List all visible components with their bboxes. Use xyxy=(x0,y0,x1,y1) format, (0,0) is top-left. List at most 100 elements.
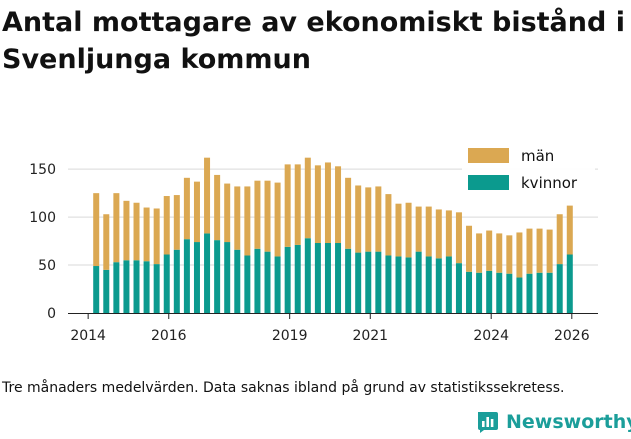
bar-kvinnor xyxy=(425,256,432,313)
bar-kvinnor xyxy=(445,256,452,313)
bar-man xyxy=(133,202,140,261)
bar-man xyxy=(193,181,200,243)
bar-man xyxy=(304,157,311,239)
bar-kvinnor xyxy=(103,269,110,313)
y-tick-label: 0 xyxy=(47,306,56,322)
bar-kvinnor xyxy=(183,239,190,313)
bar-kvinnor xyxy=(113,262,120,313)
bar-man xyxy=(365,187,372,252)
bar-man xyxy=(113,193,120,263)
bar-kvinnor xyxy=(244,255,251,313)
bar-man xyxy=(486,230,493,271)
legend-swatch xyxy=(468,148,509,163)
bar-kvinnor xyxy=(314,243,321,313)
bar-man xyxy=(526,228,533,274)
bar-man xyxy=(143,207,150,262)
bar-kvinnor xyxy=(476,272,483,313)
bar-man xyxy=(445,210,452,257)
y-tick-label: 50 xyxy=(38,258,56,274)
bar-kvinnor xyxy=(345,248,352,313)
bar-man xyxy=(324,162,331,243)
bar-man xyxy=(274,182,281,257)
bar-kvinnor xyxy=(214,240,221,313)
bar-man xyxy=(214,174,221,241)
bar-kvinnor xyxy=(546,272,553,313)
bar-man xyxy=(123,200,130,261)
legend-swatch xyxy=(468,175,509,190)
bar-man xyxy=(435,209,442,259)
bar-kvinnor xyxy=(264,251,271,313)
bar-kvinnor xyxy=(566,254,573,313)
bar-kvinnor xyxy=(496,272,503,313)
bar-kvinnor xyxy=(385,255,392,313)
bar-kvinnor xyxy=(93,266,100,313)
bar-man xyxy=(204,157,211,234)
bar-man xyxy=(415,206,422,252)
footnote: Tre månaders medelvärden. Data saknas ib… xyxy=(2,380,565,396)
bar-man xyxy=(294,164,301,245)
bar-man xyxy=(566,205,573,255)
bar-kvinnor xyxy=(304,238,311,313)
bar-man xyxy=(183,177,190,240)
bar-kvinnor xyxy=(193,242,200,313)
bar-kvinnor xyxy=(375,251,382,313)
brand-logo[interactable]: Newsworthy xyxy=(476,406,631,438)
x-tick-label: 2024 xyxy=(473,328,509,344)
bar-chart-icon xyxy=(478,412,498,433)
bar-man xyxy=(455,212,462,264)
legend-label: kvinnor xyxy=(521,174,578,192)
y-tick-label: 100 xyxy=(29,210,56,226)
bar-kvinnor xyxy=(143,261,150,313)
bar-man xyxy=(163,196,170,255)
bar-man xyxy=(556,214,563,265)
x-tick-label: 2014 xyxy=(70,328,106,344)
bar-kvinnor xyxy=(466,271,473,313)
bar-kvinnor xyxy=(516,277,523,313)
bar-kvinnor xyxy=(234,249,241,313)
bar-man xyxy=(375,186,382,252)
bar-kvinnor xyxy=(556,264,563,313)
bar-kvinnor xyxy=(395,256,402,313)
bar-kvinnor xyxy=(284,246,291,313)
bar-kvinnor xyxy=(335,243,342,313)
chart-title: Antal mottagare av ekonomiskt bistånd i … xyxy=(2,7,625,75)
axes: 0 50 100 150 2014 2016 2019 2021 2024 2026 xyxy=(29,162,598,344)
bar-kvinnor xyxy=(526,273,533,313)
legend: män kvinnor xyxy=(462,141,595,199)
bar-kvinnor xyxy=(455,263,462,313)
bar-man xyxy=(244,186,251,256)
bar-man xyxy=(516,232,523,278)
bar-man xyxy=(173,195,180,250)
bar-man xyxy=(224,183,231,243)
bar-kvinnor xyxy=(294,244,301,313)
x-tick-label: 2021 xyxy=(352,328,388,344)
bar-man xyxy=(506,235,513,274)
bar-kvinnor xyxy=(486,270,493,313)
y-tick-label: 150 xyxy=(29,162,56,178)
bar-kvinnor xyxy=(254,248,261,313)
bar-man xyxy=(254,180,261,249)
bar-kvinnor xyxy=(536,272,543,313)
bar-kvinnor xyxy=(415,251,422,313)
bar-kvinnor xyxy=(123,260,130,313)
bar-man xyxy=(103,214,110,270)
bar-man xyxy=(234,186,241,250)
bar-kvinnor xyxy=(365,251,372,313)
bar-kvinnor xyxy=(435,258,442,313)
bar-man xyxy=(425,206,432,257)
bar-kvinnor xyxy=(274,256,281,313)
bars xyxy=(93,157,573,313)
bar-kvinnor xyxy=(173,249,180,313)
bar-man xyxy=(355,185,362,253)
x-tick-label: 2016 xyxy=(151,328,187,344)
bar-man xyxy=(264,180,271,252)
bar-man xyxy=(466,225,473,272)
bar-man xyxy=(395,203,402,257)
bar-man xyxy=(314,165,321,243)
bar-man xyxy=(345,177,352,249)
bar-man xyxy=(536,228,543,273)
bar-man xyxy=(496,233,503,273)
bar-kvinnor xyxy=(133,260,140,313)
bar-man xyxy=(385,194,392,256)
